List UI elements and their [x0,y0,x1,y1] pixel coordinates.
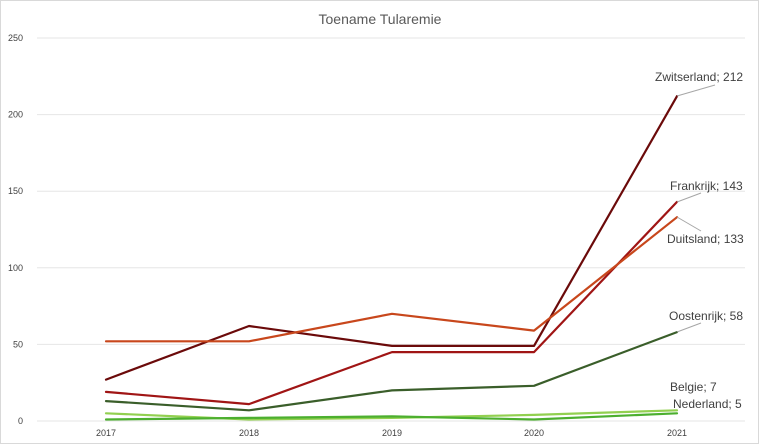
leader-line [676,84,716,97]
data-label-belgie: Belgie; 7 [670,380,717,394]
series-line-oostenrijk [104,331,679,412]
data-labels: Zwitserland; 212 Frankrijk; 143 Duitsland;… [655,70,744,411]
gridlines [37,37,745,422]
leader-line [676,192,702,203]
x-tick-label: 2017 [96,428,116,438]
x-tick-label: 2019 [382,428,402,438]
y-tick-label: 250 [8,33,23,43]
chart-title: Toename Tularemie [319,11,442,27]
data-label-frankrijk: Frankrijk; 143 [670,179,743,193]
series-line-nederland [104,412,679,421]
axes: 0 50 100 150 200 250 2017 2018 2019 2020 2021 [8,33,687,438]
x-tick-label: 2018 [239,428,259,438]
series-lines [104,95,679,421]
x-tick-label: 2020 [524,428,544,438]
data-label-oostenrijk: Oostenrijk; 58 [669,309,743,323]
y-tick-label: 100 [8,263,23,273]
data-label-zwitserland: Zwitserland; 212 [655,70,743,84]
series-line-zwitserland [104,95,679,381]
series-line-duitsland [104,216,679,343]
y-tick-label: 150 [8,186,23,196]
data-label-nederland: Nederland; 5 [673,397,742,411]
data-label-duitsland: Duitsland; 133 [667,232,744,246]
y-tick-label: 0 [18,416,23,426]
y-tick-label: 50 [13,339,23,349]
leader-line [676,322,702,333]
x-tick-label: 2021 [667,428,687,438]
y-tick-label: 200 [8,110,23,120]
series-line-frankrijk [104,200,679,406]
leader-line [676,216,702,232]
